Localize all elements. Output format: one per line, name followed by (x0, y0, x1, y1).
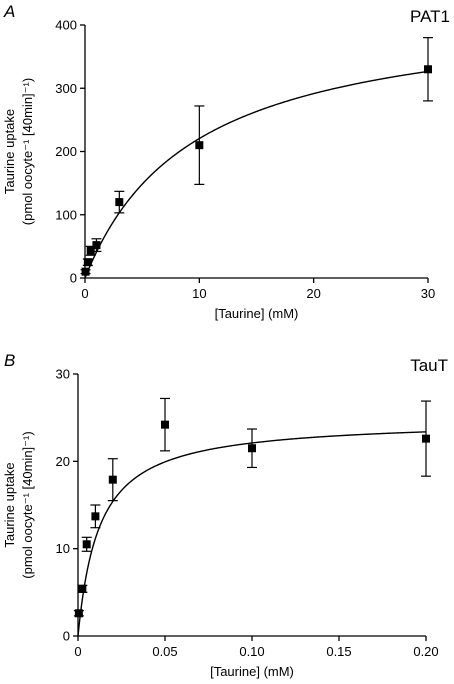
y-tick-label: 10 (56, 541, 70, 556)
y-tick-label: 400 (55, 18, 77, 33)
panel-title: TauT (410, 356, 448, 375)
y-tick-label: 0 (70, 271, 77, 286)
y-axis-title-line1: Taurine uptake (2, 109, 17, 194)
panel-letter: B (4, 351, 15, 370)
x-tick-label: 0 (81, 286, 88, 301)
x-tick-label: 0 (74, 644, 81, 659)
y-tick-label: 0 (63, 629, 70, 644)
data-point (195, 141, 204, 150)
data-point (78, 584, 87, 593)
data-point (424, 65, 432, 74)
panel-letter: A (3, 2, 15, 21)
data-point (83, 258, 92, 267)
y-axis-title-line2: (pmol oocyte⁻¹ [40min]⁻¹) (20, 431, 35, 578)
y-tick-label: 300 (55, 81, 77, 96)
data-point (108, 475, 117, 484)
x-tick-label: 0.05 (152, 644, 177, 659)
panel-title: PAT1 (410, 7, 450, 26)
x-axis-title: [Taurine] (mM) (210, 664, 294, 679)
data-point (248, 444, 256, 453)
y-tick-label: 30 (56, 367, 70, 382)
y-tick-label: 20 (56, 454, 70, 469)
data-point (92, 241, 101, 250)
fit-curve (84, 70, 429, 279)
x-tick-label: 10 (192, 286, 206, 301)
x-tick-label: 0.20 (413, 644, 438, 659)
data-point (161, 420, 169, 429)
y-axis-title-line1: Taurine uptake (2, 462, 17, 547)
data-point (82, 540, 91, 549)
y-tick-label: 200 (55, 144, 77, 159)
data-point (115, 198, 124, 207)
data-point (91, 512, 100, 521)
y-tick-label: 100 (55, 207, 77, 222)
y-axis-title-line2: (pmol oocyte⁻¹ [40min]⁻¹) (20, 78, 35, 225)
x-axis-title: [Taurine] (mM) (215, 306, 299, 321)
data-point (81, 267, 90, 276)
data-point (86, 246, 95, 255)
x-tick-label: 0.15 (326, 644, 351, 659)
panel-b: 0 0.05 0.10 0.15 0.20 0 10 20 30 B TauT [Taurine] (… (2, 351, 448, 679)
x-tick-label: 0.10 (239, 644, 264, 659)
x-tick-label: 20 (306, 286, 320, 301)
data-point (422, 434, 430, 443)
x-tick-label: 30 (421, 286, 435, 301)
data-point (74, 609, 83, 618)
